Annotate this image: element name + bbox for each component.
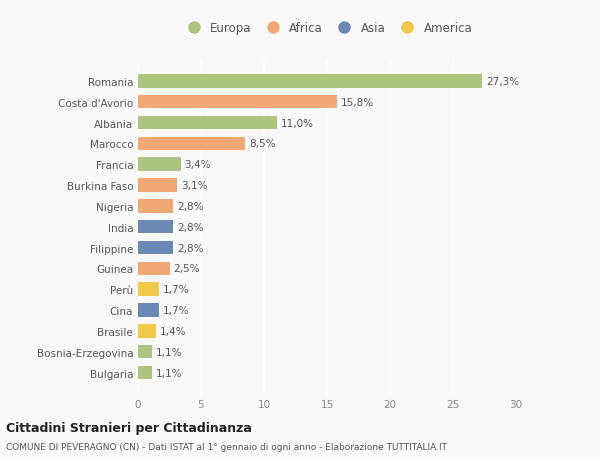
Bar xyxy=(138,262,170,275)
Bar xyxy=(138,283,160,297)
Text: 8,5%: 8,5% xyxy=(249,139,275,149)
Bar xyxy=(138,179,177,192)
Text: COMUNE DI PEVERAGNO (CN) - Dati ISTAT al 1° gennaio di ogni anno - Elaborazione : COMUNE DI PEVERAGNO (CN) - Dati ISTAT al… xyxy=(6,442,447,451)
Bar xyxy=(138,345,152,359)
Text: 1,4%: 1,4% xyxy=(160,326,186,336)
Text: 1,1%: 1,1% xyxy=(155,347,182,357)
Text: 3,1%: 3,1% xyxy=(181,181,208,190)
Text: 3,4%: 3,4% xyxy=(185,160,211,170)
Text: 11,0%: 11,0% xyxy=(280,118,313,128)
Bar xyxy=(138,137,245,151)
Bar xyxy=(138,158,181,172)
Bar xyxy=(138,75,482,89)
Text: Cittadini Stranieri per Cittadinanza: Cittadini Stranieri per Cittadinanza xyxy=(6,421,252,434)
Bar xyxy=(138,241,173,255)
Bar xyxy=(138,366,152,380)
Text: 1,7%: 1,7% xyxy=(163,305,190,315)
Text: 15,8%: 15,8% xyxy=(341,97,374,107)
Text: 1,1%: 1,1% xyxy=(155,368,182,378)
Text: 27,3%: 27,3% xyxy=(486,77,519,87)
Text: 2,8%: 2,8% xyxy=(177,222,203,232)
Text: 2,8%: 2,8% xyxy=(177,243,203,253)
Text: 1,7%: 1,7% xyxy=(163,285,190,295)
Bar xyxy=(138,117,277,130)
Bar xyxy=(138,200,173,213)
Bar xyxy=(138,325,155,338)
Text: 2,5%: 2,5% xyxy=(173,264,200,274)
Legend: Europa, Africa, Asia, America: Europa, Africa, Asia, America xyxy=(182,22,472,35)
Bar xyxy=(138,303,160,317)
Bar xyxy=(138,220,173,234)
Text: 2,8%: 2,8% xyxy=(177,202,203,212)
Bar xyxy=(138,95,337,109)
